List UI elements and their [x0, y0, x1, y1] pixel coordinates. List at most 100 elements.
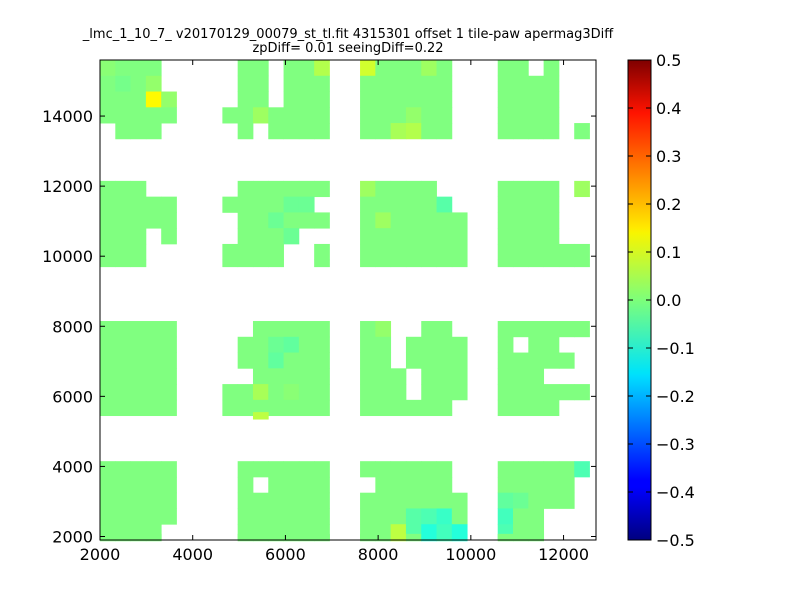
heatmap-cell [375, 107, 392, 124]
heatmap-cell [497, 533, 514, 542]
heatmap-cell [161, 461, 177, 478]
heatmap-cell [100, 476, 116, 494]
heatmap-cell [543, 492, 560, 509]
heatmap-cell [375, 212, 392, 229]
heatmap-cell [497, 336, 514, 353]
heatmap-cell [161, 476, 177, 494]
heatmap-cell [130, 212, 147, 229]
heatmap-cell [574, 384, 590, 401]
heatmap-cell [360, 368, 376, 385]
heatmap-cell [375, 180, 392, 198]
heatmap-cell [314, 60, 330, 77]
heatmap-cell [237, 336, 254, 353]
heatmap-cell [252, 492, 269, 509]
heatmap-cell [405, 461, 422, 478]
y-tick-label: 14000 [42, 107, 93, 126]
heatmap-cell [528, 123, 545, 140]
heatmap-cell [100, 368, 116, 385]
heatmap-cell [237, 196, 254, 213]
heatmap-cell [100, 259, 116, 268]
heatmap-cell [283, 91, 300, 108]
heatmap-cell [436, 399, 453, 417]
heatmap-cell [145, 492, 162, 509]
heatmap-cell [115, 533, 131, 542]
heatmap-cell [145, 107, 162, 124]
heatmap-cell [451, 508, 468, 525]
heatmap-cell [405, 243, 422, 261]
heatmap-cell [528, 228, 545, 245]
heatmap-cell [513, 384, 529, 401]
heatmap-cell [360, 399, 376, 417]
heatmap-cell [451, 533, 468, 542]
heatmap-cell [360, 212, 376, 229]
heatmap-cell [421, 508, 437, 525]
heatmap-cell [421, 60, 437, 77]
heatmap-cell [115, 476, 131, 494]
heatmap-cell [421, 384, 437, 401]
heatmap-cell [528, 212, 545, 229]
heatmap-cell [513, 321, 529, 338]
heatmap-cell [375, 259, 392, 268]
heatmap-cell [405, 180, 422, 198]
heatmap-cell [497, 492, 514, 509]
heatmap-cell [314, 259, 330, 268]
heatmap-cell [222, 243, 239, 261]
heatmap-cell [115, 123, 131, 140]
heatmap-cell [390, 123, 407, 140]
heatmap-cell [390, 461, 407, 478]
heatmap-cell [298, 399, 315, 417]
heatmap-cell [421, 228, 437, 245]
heatmap-cell [130, 123, 147, 140]
heatmap-cell [497, 123, 514, 140]
heatmap-cell [574, 259, 590, 268]
heatmap-cell [130, 476, 147, 494]
heatmap-cell [543, 259, 560, 268]
heatmap-cell [513, 461, 529, 478]
heatmap-cell [252, 533, 269, 542]
heatmap-cell [283, 368, 300, 385]
heatmap-cell [543, 196, 560, 213]
heatmap-cell [314, 75, 330, 92]
heatmap-cell [558, 461, 575, 478]
heatmap-cell [130, 91, 147, 108]
heatmap-cell [100, 384, 116, 401]
heatmap-cell [558, 476, 575, 494]
heatmap-cell [115, 259, 131, 268]
heatmap-cell [360, 352, 376, 369]
heatmap-cell [451, 228, 468, 245]
heatmap-cell [283, 75, 300, 92]
heatmap-cell [543, 384, 560, 401]
heatmap-cell [436, 228, 453, 245]
heatmap-cell [268, 123, 284, 140]
heatmap-cell [375, 352, 392, 369]
heatmap-cell [558, 384, 575, 401]
heatmap-cell [268, 384, 284, 401]
x-tick-label: 8000 [358, 545, 399, 564]
heatmap-cell [497, 75, 514, 92]
heatmap-cell [100, 243, 116, 261]
colorbar-ticks: 0.5 0.4 0.3 0.2 0.1 0.0 −0.1 −0.2 −0.3 −0.4 −0.5 [628, 51, 695, 550]
heatmap-cell [360, 60, 376, 77]
heatmap-cell [268, 461, 284, 478]
heatmap-cell [130, 336, 147, 353]
heatmap-cell [574, 243, 590, 261]
heatmap-cell [405, 107, 422, 124]
y-tick-label: 10000 [42, 247, 93, 266]
heatmap-cell [161, 352, 177, 369]
heatmap-cell [268, 107, 284, 124]
heatmap-cell [390, 384, 407, 401]
heatmap-cell [390, 368, 407, 385]
heatmap-cell [513, 60, 529, 77]
heatmap-cell [145, 196, 162, 213]
heatmap-cell [100, 180, 116, 198]
heatmap-cell [115, 321, 131, 338]
heatmap-cell [130, 461, 147, 478]
heatmap-cell [298, 336, 315, 353]
heatmap-cell [513, 259, 529, 268]
heatmap-cell [375, 336, 392, 353]
heatmap-cell [390, 228, 407, 245]
heatmap-cell [100, 399, 116, 417]
heatmap-cell [543, 228, 560, 245]
heatmap-cell [421, 352, 437, 369]
heatmap-cell [161, 508, 177, 525]
